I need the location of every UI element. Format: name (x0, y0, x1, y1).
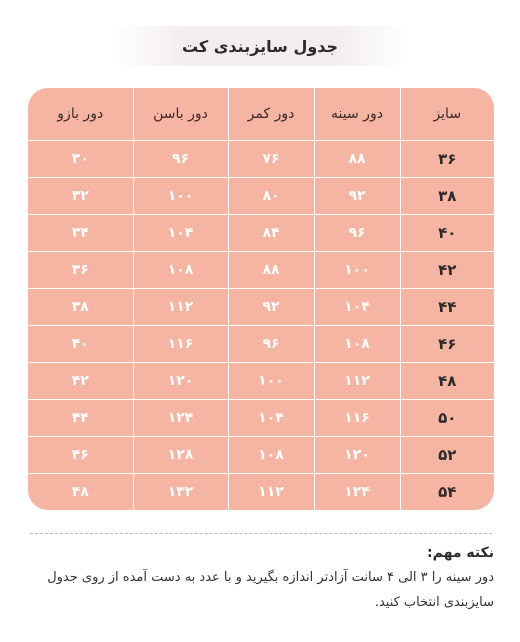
measure-cell: ۱۰۸ (132, 251, 229, 289)
column-header: سایز (399, 88, 494, 141)
measure-cell: ۱۱۶ (313, 399, 401, 437)
measure-cell: ۴۸ (28, 473, 134, 510)
measure-cell: ۱۰۰ (313, 251, 401, 289)
table-row: ۴۰ ۹۶ ۸۴ ۱۰۴ ۳۴ (28, 214, 494, 252)
measure-cell: ۱۲۸ (132, 436, 229, 474)
header-row: سایز دور سینه دور کمر دور باسن دور بازو (28, 88, 494, 141)
size-cell: ۴۰ (399, 214, 494, 252)
measure-cell: ۱۳۲ (132, 473, 229, 510)
size-cell: ۵۲ (399, 436, 494, 474)
size-cell: ۳۸ (399, 177, 494, 215)
measure-cell: ۱۱۲ (227, 473, 315, 510)
column-header: دور باسن (132, 88, 229, 141)
table-row: ۴۴ ۱۰۴ ۹۲ ۱۱۲ ۳۸ (28, 288, 494, 326)
note-title: نکته مهم: (427, 545, 494, 561)
page-title: جدول سایزبندی کت (181, 36, 339, 56)
size-cell: ۵۴ (399, 473, 494, 510)
measure-cell: ۱۰۴ (132, 214, 229, 252)
measure-cell: ۳۰ (28, 140, 134, 178)
measure-cell: ۱۰۰ (227, 362, 315, 400)
measure-cell: ۱۲۰ (313, 436, 401, 474)
measure-cell: ۳۴ (28, 214, 134, 252)
table-row: ۳۸ ۹۲ ۸۰ ۱۰۰ ۳۲ (28, 177, 494, 215)
table-row: ۵۰ ۱۱۶ ۱۰۴ ۱۲۴ ۴۴ (28, 399, 494, 437)
column-header: دور کمر (227, 88, 315, 141)
measure-cell: ۱۲۴ (132, 399, 229, 437)
measure-cell: ۱۰۸ (227, 436, 315, 474)
measure-cell: ۹۲ (227, 288, 315, 326)
divider (30, 533, 492, 534)
measure-cell: ۸۰ (227, 177, 315, 215)
measure-cell: ۴۴ (28, 399, 134, 437)
table-row: ۵۴ ۱۲۴ ۱۱۲ ۱۳۲ ۴۸ (28, 473, 494, 510)
size-cell: ۴۶ (399, 325, 494, 363)
measure-cell: ۳۸ (28, 288, 134, 326)
table-row: ۵۲ ۱۲۰ ۱۰۸ ۱۲۸ ۴۶ (28, 436, 494, 474)
table-row: ۴۶ ۱۰۸ ۹۶ ۱۱۶ ۴۰ (28, 325, 494, 363)
measure-cell: ۴۲ (28, 362, 134, 400)
measure-cell: ۱۱۲ (313, 362, 401, 400)
column-header: دور بازو (28, 88, 134, 141)
size-table-container: سایز دور سینه دور کمر دور باسن دور بازو ۳۶ ۸۸… (28, 88, 494, 510)
measure-cell: ۴۰ (28, 325, 134, 363)
measure-cell: ۹۶ (132, 140, 229, 178)
measure-cell: ۹۶ (313, 214, 401, 252)
measure-cell: ۱۱۶ (132, 325, 229, 363)
measure-cell: ۱۰۰ (132, 177, 229, 215)
table-body: ۳۶ ۸۸ ۷۶ ۹۶ ۳۰ ۳۸ ۹۲ ۸۰ ۱۰۰ ۳۲ ۴۰ ۹۶ ۸۴ ۱۰۴ ۳۴ ۴۲ ۱۰۰ ۸۸ ۱… (28, 140, 494, 510)
measure-cell: ۱۲۰ (132, 362, 229, 400)
measure-cell: ۱۰۴ (313, 288, 401, 326)
table-row: ۳۶ ۸۸ ۷۶ ۹۶ ۳۰ (28, 140, 494, 178)
measure-cell: ۷۶ (227, 140, 315, 178)
table-row: ۴۲ ۱۰۰ ۸۸ ۱۰۸ ۳۶ (28, 251, 494, 289)
measure-cell: ۸۸ (227, 251, 315, 289)
measure-cell: ۸۸ (313, 140, 401, 178)
size-cell: ۳۶ (399, 140, 494, 178)
measure-cell: ۹۲ (313, 177, 401, 215)
measure-cell: ۸۴ (227, 214, 315, 252)
size-cell: ۴۴ (399, 288, 494, 326)
size-cell: ۴۲ (399, 251, 494, 289)
note: نکته مهم: دور سینه را ۳ الی ۴ سانت آزادت… (20, 545, 494, 615)
size-cell: ۵۰ (399, 399, 494, 437)
measure-cell: ۴۶ (28, 436, 134, 474)
note-text: دور سینه را ۳ الی ۴ سانت آزادتر اندازه ب… (47, 570, 494, 610)
table-row: ۴۸ ۱۱۲ ۱۰۰ ۱۲۰ ۴۲ (28, 362, 494, 400)
measure-cell: ۱۰۸ (313, 325, 401, 363)
measure-cell: ۳۲ (28, 177, 134, 215)
measure-cell: ۱۲۴ (313, 473, 401, 510)
title-bar: جدول سایزبندی کت (110, 26, 410, 66)
size-cell: ۴۸ (399, 362, 494, 400)
column-header: دور سینه (313, 88, 401, 141)
size-table: سایز دور سینه دور کمر دور باسن دور بازو ۳۶ ۸۸… (28, 88, 494, 510)
measure-cell: ۳۶ (28, 251, 134, 289)
measure-cell: ۱۱۲ (132, 288, 229, 326)
measure-cell: ۹۶ (227, 325, 315, 363)
measure-cell: ۱۰۴ (227, 399, 315, 437)
